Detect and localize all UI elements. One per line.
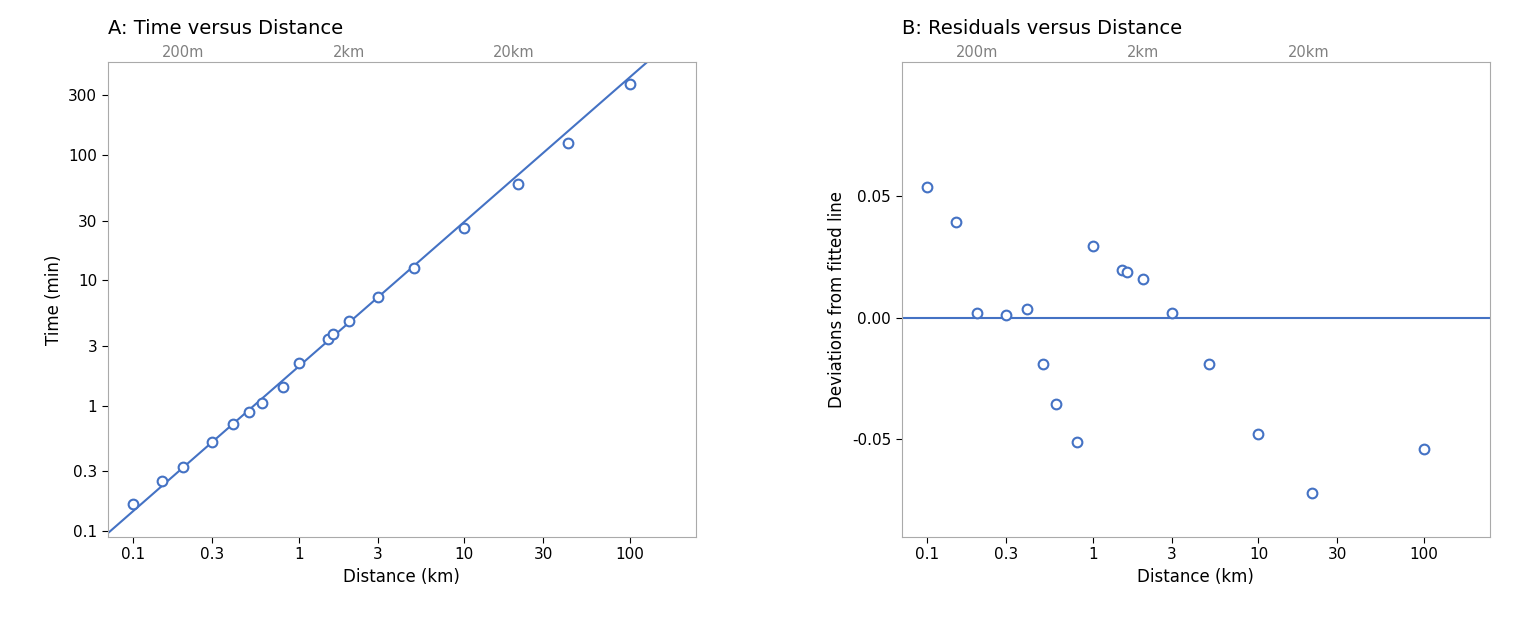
X-axis label: Distance (km): Distance (km) [343, 568, 461, 585]
Text: A: Time versus Distance: A: Time versus Distance [108, 19, 343, 37]
Y-axis label: Time (min): Time (min) [45, 255, 63, 344]
X-axis label: Distance (km): Distance (km) [1137, 568, 1255, 585]
Y-axis label: Deviations from fitted line: Deviations from fitted line [828, 191, 846, 408]
Text: B: Residuals versus Distance: B: Residuals versus Distance [902, 19, 1181, 37]
